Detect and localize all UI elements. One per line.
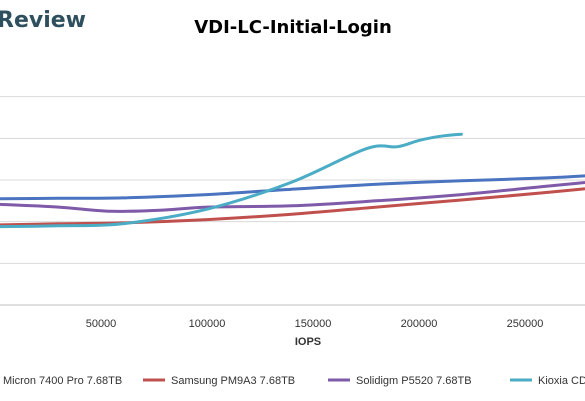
series-line-2	[0, 180, 585, 213]
x-axis-label: IOPS	[295, 336, 321, 348]
legend-label-3: Kioxia CD	[538, 375, 585, 387]
gridlines	[0, 96, 585, 264]
legend: Micron 7400 Pro 7.68TB Samsung PM9A3 7.68…	[3, 375, 585, 387]
x-tick-label: 200000	[401, 318, 438, 330]
series-line-3	[0, 132, 463, 229]
x-tick-label: 250000	[507, 318, 544, 330]
chart-title: VDI-LC-Initial-Login	[194, 17, 392, 38]
x-tick-labels: 50000100000150000200000250000300000	[86, 318, 544, 330]
brand-logo-text: Review	[0, 8, 86, 33]
legend-label-0: Micron 7400 Pro 7.68TB	[3, 375, 122, 387]
legend-label-2: Solidigm P5520 7.68TB	[356, 375, 472, 387]
x-tick-label: 100000	[189, 318, 226, 330]
series-line-1	[0, 187, 585, 227]
x-tick-label: 150000	[295, 318, 332, 330]
x-tick-label: 50000	[86, 318, 117, 330]
series-line-0	[0, 174, 585, 201]
series-group	[0, 132, 585, 229]
legend-label-1: Samsung PM9A3 7.68TB	[171, 375, 295, 387]
